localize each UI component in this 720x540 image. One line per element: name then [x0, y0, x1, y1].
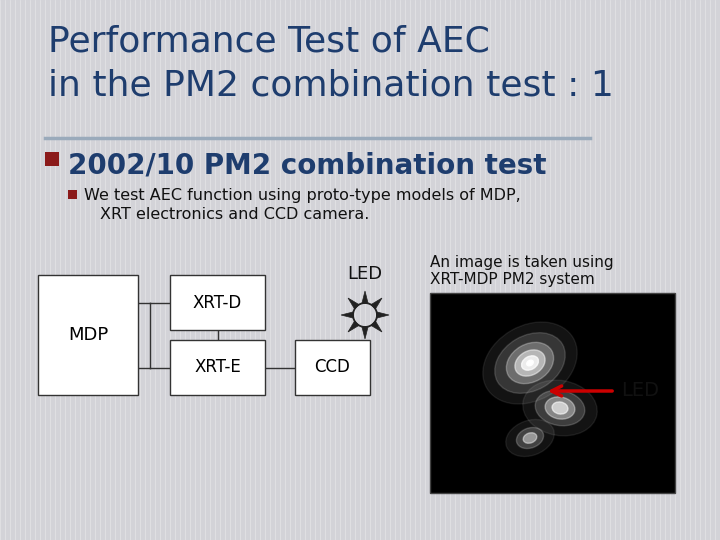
Bar: [170, 340, 265, 395]
Bar: [170, 275, 265, 330]
Polygon shape: [362, 291, 368, 303]
Ellipse shape: [527, 360, 534, 366]
Text: LED: LED: [621, 381, 659, 401]
Text: Performance Test of AEC: Performance Test of AEC: [48, 25, 490, 59]
Text: XRT electronics and CCD camera.: XRT electronics and CCD camera.: [100, 207, 369, 222]
Polygon shape: [348, 321, 359, 332]
Ellipse shape: [535, 390, 585, 426]
Ellipse shape: [506, 342, 554, 383]
Text: XRT-E: XRT-E: [194, 359, 241, 376]
Ellipse shape: [515, 350, 545, 376]
Bar: [68, 190, 77, 199]
Text: An image is taken using
XRT-MDP PM2 system: An image is taken using XRT-MDP PM2 syst…: [430, 254, 613, 287]
Bar: [38, 275, 138, 395]
Text: CCD: CCD: [315, 359, 351, 376]
Ellipse shape: [483, 322, 577, 404]
Ellipse shape: [523, 380, 597, 436]
Polygon shape: [371, 321, 382, 332]
Text: MDP: MDP: [68, 326, 108, 344]
Ellipse shape: [521, 356, 539, 370]
Text: XRT-D: XRT-D: [193, 294, 242, 312]
Polygon shape: [341, 312, 354, 318]
Text: We test AEC function using proto-type models of MDP,: We test AEC function using proto-type mo…: [84, 188, 521, 203]
Polygon shape: [348, 298, 359, 309]
Text: LED: LED: [348, 265, 382, 283]
Ellipse shape: [523, 433, 537, 443]
Bar: [430, 293, 675, 493]
Polygon shape: [377, 312, 389, 318]
Bar: [295, 340, 370, 395]
Ellipse shape: [552, 402, 568, 414]
Ellipse shape: [505, 420, 554, 456]
Ellipse shape: [545, 397, 575, 419]
Text: 2002/10 PM2 combination test: 2002/10 PM2 combination test: [68, 151, 546, 179]
Text: in the PM2 combination test : 1: in the PM2 combination test : 1: [48, 68, 614, 102]
Bar: [45, 152, 59, 166]
Polygon shape: [362, 327, 368, 339]
Polygon shape: [371, 298, 382, 309]
Ellipse shape: [516, 428, 544, 449]
Ellipse shape: [495, 333, 565, 393]
